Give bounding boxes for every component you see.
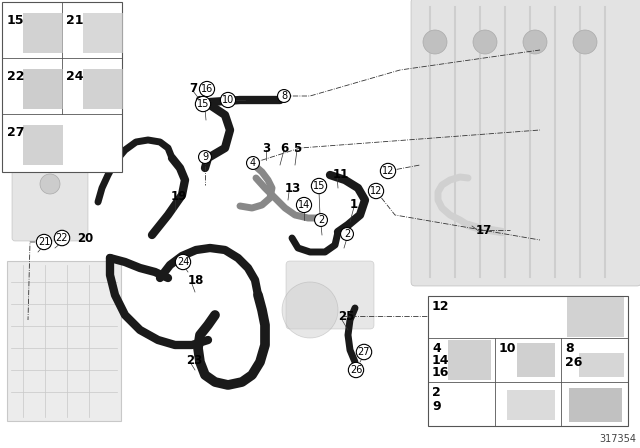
FancyBboxPatch shape [83,13,123,53]
Text: 16: 16 [201,84,213,94]
FancyBboxPatch shape [567,297,624,337]
FancyBboxPatch shape [23,13,63,53]
Circle shape [282,282,338,338]
Text: 2: 2 [318,215,324,225]
Text: 22: 22 [7,70,24,83]
Text: 18: 18 [188,275,204,288]
Text: 9: 9 [432,400,440,413]
Text: 24: 24 [177,257,189,267]
Text: 20: 20 [77,232,93,245]
Text: 317354: 317354 [599,434,636,444]
Text: 10: 10 [222,95,234,105]
Text: 17: 17 [476,224,492,237]
Circle shape [423,30,447,54]
Text: 2: 2 [344,229,350,239]
Text: 23: 23 [186,353,202,366]
Text: 15: 15 [313,181,325,191]
FancyBboxPatch shape [12,169,88,241]
Text: 14: 14 [432,354,449,367]
Text: 16: 16 [432,366,449,379]
FancyBboxPatch shape [23,125,63,165]
Circle shape [473,30,497,54]
Text: 24: 24 [66,70,83,83]
Bar [2,2,122,172]
Text: 6: 6 [280,142,288,155]
Text: 8: 8 [281,91,287,101]
Bar [428,296,628,426]
FancyBboxPatch shape [411,0,640,286]
Text: 3: 3 [262,142,270,155]
Text: 21: 21 [66,14,83,27]
Text: 21: 21 [38,237,50,247]
Text: 9: 9 [202,152,208,162]
FancyBboxPatch shape [448,340,491,380]
Text: 10: 10 [499,342,516,355]
FancyBboxPatch shape [579,353,624,377]
Text: 7: 7 [189,82,197,95]
Text: 4: 4 [250,158,256,168]
Text: 12: 12 [432,300,449,313]
Text: 19: 19 [171,190,188,202]
Text: 8: 8 [565,342,574,355]
Text: 27: 27 [7,126,24,139]
Text: 11: 11 [333,168,349,181]
Text: 25: 25 [338,310,355,323]
FancyBboxPatch shape [286,261,374,329]
Text: 12: 12 [370,186,382,196]
Text: 4: 4 [432,342,441,355]
Text: 1: 1 [350,198,358,211]
Text: 2: 2 [432,386,441,399]
FancyBboxPatch shape [570,388,622,422]
Text: 15: 15 [197,99,209,109]
Text: 13: 13 [285,181,301,194]
FancyBboxPatch shape [507,390,556,420]
Text: 26: 26 [565,356,582,369]
Text: 26: 26 [350,365,362,375]
Text: 15: 15 [7,14,24,27]
FancyBboxPatch shape [516,343,556,377]
Text: 5: 5 [293,142,301,155]
Circle shape [40,174,60,194]
Circle shape [573,30,597,54]
Text: 22: 22 [56,233,68,243]
Text: 27: 27 [358,347,371,357]
Text: 14: 14 [298,200,310,210]
FancyBboxPatch shape [83,69,123,109]
Text: 12: 12 [382,166,394,176]
FancyBboxPatch shape [23,69,63,109]
FancyBboxPatch shape [7,261,121,421]
Circle shape [523,30,547,54]
